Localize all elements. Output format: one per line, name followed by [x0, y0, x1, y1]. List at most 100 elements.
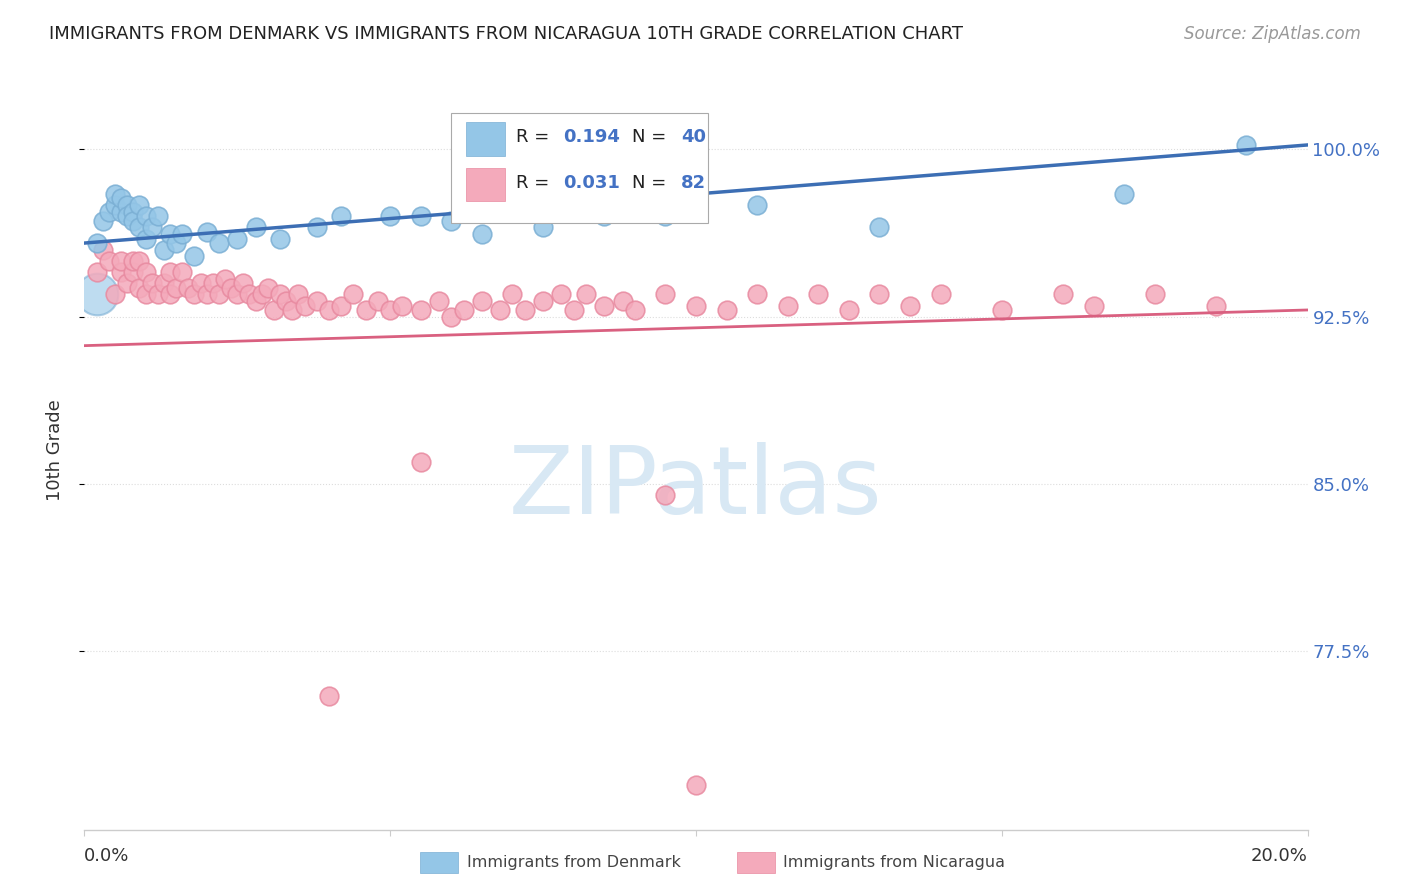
Text: 82: 82 — [682, 174, 706, 192]
Point — [380, 209, 402, 223]
Point — [110, 191, 132, 205]
Point — [153, 243, 176, 257]
Text: Immigrants from Denmark: Immigrants from Denmark — [467, 855, 681, 870]
Point — [122, 265, 145, 279]
Point — [380, 302, 402, 317]
Point — [135, 287, 157, 301]
Point — [195, 287, 218, 301]
Y-axis label: 10th Grade: 10th Grade — [45, 400, 63, 501]
Point — [128, 280, 150, 294]
Text: 0.031: 0.031 — [562, 174, 620, 192]
Point — [593, 209, 616, 223]
Point — [177, 280, 200, 294]
Point — [128, 198, 150, 212]
Point — [276, 293, 298, 308]
Point — [838, 302, 860, 317]
Point — [287, 287, 309, 301]
Point — [214, 271, 236, 285]
Text: R =: R = — [516, 174, 555, 192]
Point — [409, 302, 432, 317]
FancyBboxPatch shape — [465, 168, 505, 201]
Text: IMMIGRANTS FROM DENMARK VS IMMIGRANTS FROM NICARAGUA 10TH GRADE CORRELATION CHAR: IMMIGRANTS FROM DENMARK VS IMMIGRANTS FR… — [49, 25, 963, 43]
Point — [354, 302, 377, 317]
Point — [135, 265, 157, 279]
Point — [183, 249, 205, 263]
Point — [159, 227, 181, 241]
Text: Immigrants from Nicaragua: Immigrants from Nicaragua — [783, 855, 1005, 870]
Point — [776, 298, 799, 312]
Point — [165, 280, 187, 294]
Text: Source: ZipAtlas.com: Source: ZipAtlas.com — [1184, 25, 1361, 43]
Point — [440, 213, 463, 227]
Text: 20.0%: 20.0% — [1251, 847, 1308, 865]
Point — [110, 204, 132, 219]
Point — [898, 298, 921, 312]
Point — [104, 186, 127, 201]
Point — [409, 454, 432, 468]
Point — [1236, 137, 1258, 152]
Point — [146, 287, 169, 301]
Point — [502, 287, 524, 301]
Point — [115, 198, 138, 212]
Point — [367, 293, 389, 308]
Point — [318, 689, 340, 703]
Text: 0.194: 0.194 — [562, 128, 620, 146]
Point — [654, 287, 676, 301]
Point — [122, 253, 145, 268]
Point — [453, 302, 475, 317]
Point — [208, 235, 231, 250]
Point — [593, 298, 616, 312]
Point — [391, 298, 413, 312]
Point — [232, 276, 254, 290]
Point — [226, 287, 249, 301]
Point — [654, 209, 676, 223]
Point — [305, 220, 328, 235]
Point — [550, 287, 572, 301]
Point — [330, 298, 353, 312]
Point — [238, 287, 260, 301]
Point — [342, 287, 364, 301]
Point — [128, 253, 150, 268]
Point — [245, 293, 267, 308]
Point — [624, 302, 647, 317]
Point — [409, 209, 432, 223]
Point — [513, 302, 536, 317]
Point — [159, 287, 181, 301]
Point — [471, 293, 494, 308]
Point — [257, 280, 280, 294]
Point — [1083, 298, 1105, 312]
Point — [318, 302, 340, 317]
Text: ZIPatlas: ZIPatlas — [509, 442, 883, 534]
Point — [86, 265, 108, 279]
Point — [104, 198, 127, 212]
Point — [110, 253, 132, 268]
Point — [91, 243, 114, 257]
Point — [141, 276, 163, 290]
Point — [869, 287, 891, 301]
Point — [86, 235, 108, 250]
Point — [141, 220, 163, 235]
Point — [159, 265, 181, 279]
Point — [115, 209, 138, 223]
Point — [562, 302, 585, 317]
Point — [172, 227, 194, 241]
Point — [115, 276, 138, 290]
Point — [104, 287, 127, 301]
Point — [97, 253, 120, 268]
Point — [91, 213, 114, 227]
Point — [929, 287, 952, 301]
Point — [305, 293, 328, 308]
Point — [1052, 287, 1074, 301]
Point — [135, 209, 157, 223]
Point — [1205, 298, 1227, 312]
Point — [991, 302, 1014, 317]
Point — [110, 265, 132, 279]
Point — [172, 265, 194, 279]
Point — [1114, 186, 1136, 201]
Text: R =: R = — [516, 128, 555, 146]
Point — [97, 204, 120, 219]
Point — [165, 235, 187, 250]
Point — [612, 293, 634, 308]
Point — [153, 276, 176, 290]
Point — [747, 287, 769, 301]
